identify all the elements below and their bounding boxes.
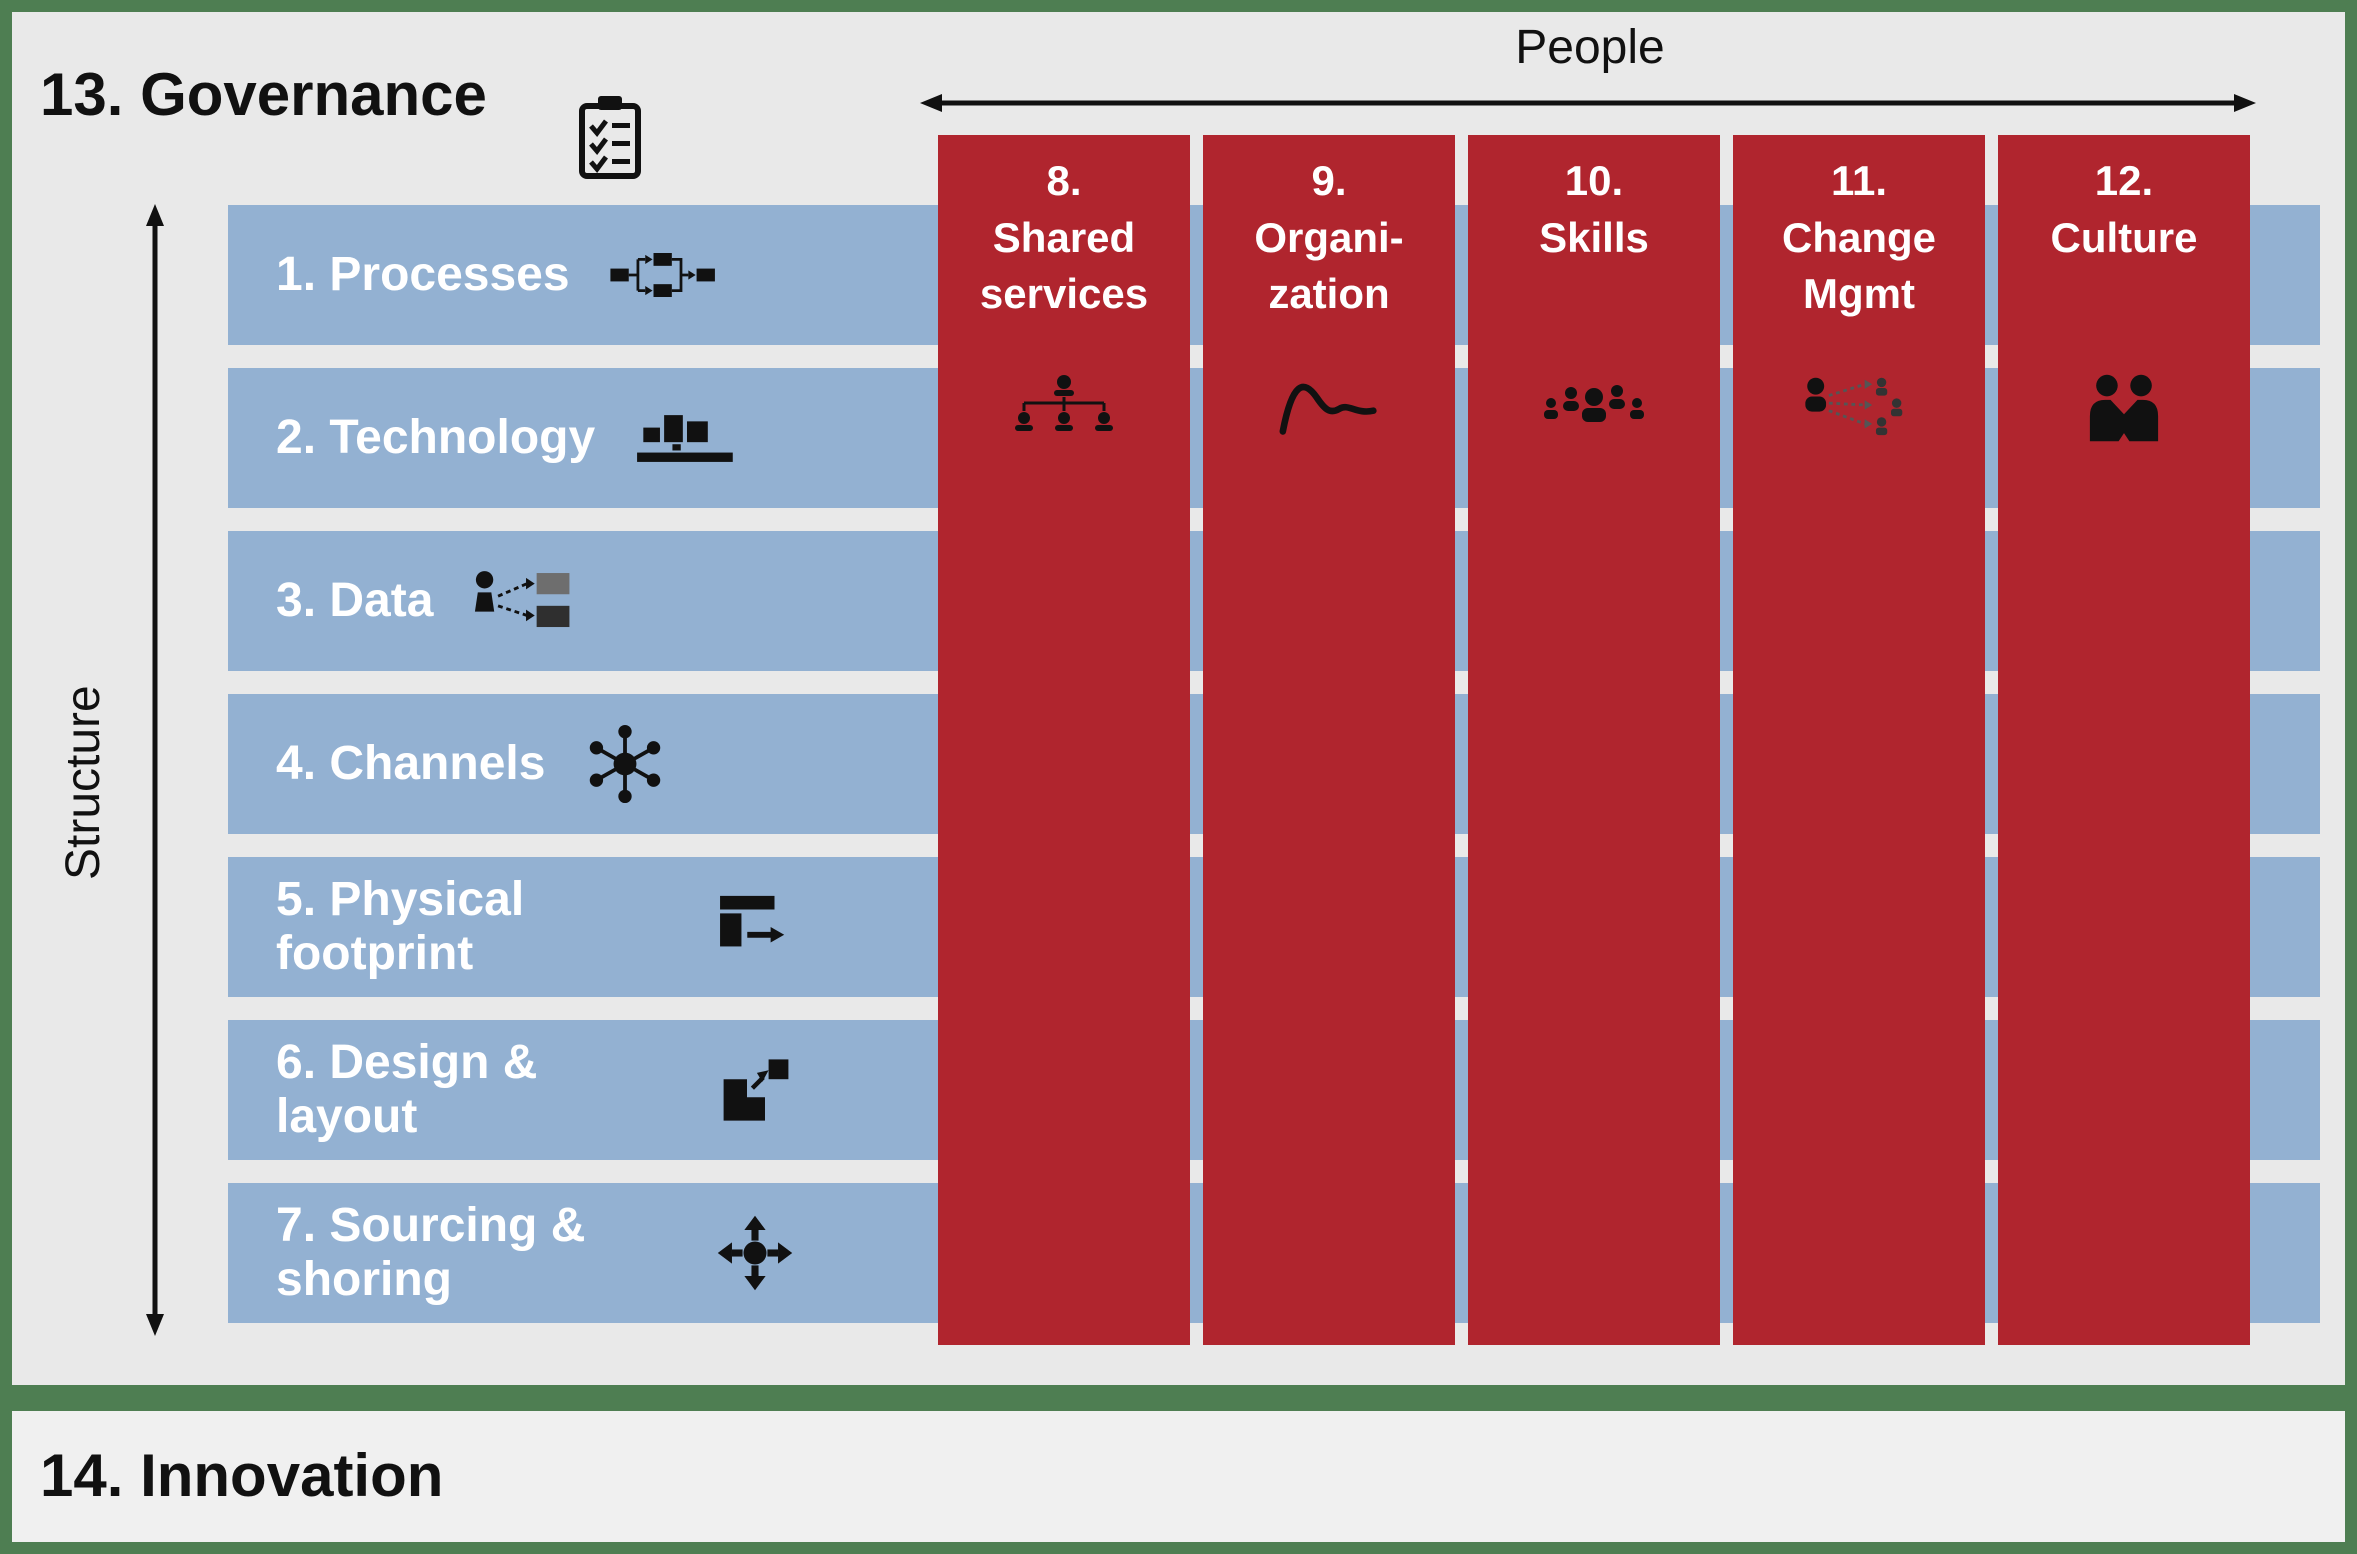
column-header: 12. Culture xyxy=(1998,135,2250,266)
clipboard-checklist-icon xyxy=(578,96,642,180)
column-title-line: Organi- xyxy=(1254,213,1404,261)
column-title-line: services xyxy=(979,270,1149,318)
column-culture: 12. Culture xyxy=(1998,135,2250,1345)
column-header: 8. Shared services xyxy=(938,135,1190,323)
column-header: 11. Change Mgmt xyxy=(1733,135,1985,323)
design-layout-icon xyxy=(716,1054,796,1126)
column-number: 11. xyxy=(1830,157,1888,204)
technology-stack-icon xyxy=(635,410,739,466)
innovation-strip: 14. Innovation xyxy=(12,1411,2345,1542)
column-title-line: Shared xyxy=(992,213,1136,261)
distribution-curve-icon xyxy=(1203,373,1455,439)
structure-axis-arrow xyxy=(142,204,168,1341)
row-label: 5. Physical footprint xyxy=(276,873,525,980)
channels-hub-icon xyxy=(585,724,665,804)
people-group-icon xyxy=(1468,373,1720,431)
column-skills: 10. Skills xyxy=(1468,135,1720,1345)
column-title-line: Culture xyxy=(2050,213,2198,261)
innovation-divider-bar xyxy=(12,1385,2345,1411)
column-title-line: Skills xyxy=(1539,213,1649,261)
column-number: 10. xyxy=(1564,157,1624,204)
innovation-title: 14. Innovation xyxy=(40,1442,444,1509)
row-label: 2. Technology xyxy=(276,411,596,465)
column-number: 9. xyxy=(1311,157,1347,204)
column-number: 8. xyxy=(1046,157,1082,204)
data-distribution-icon xyxy=(473,567,581,635)
column-organization: 9. Organi- zation xyxy=(1203,135,1455,1345)
physical-footprint-icon xyxy=(716,892,798,962)
column-title-line: zation xyxy=(1268,270,1390,318)
column-number: 12. xyxy=(2094,157,2154,204)
org-chart-icon xyxy=(938,373,1190,437)
row-label: 4. Channels xyxy=(276,737,546,791)
column-change-mgmt: 11. Change Mgmt xyxy=(1733,135,1985,1345)
structure-axis-label: Structure xyxy=(57,685,110,880)
people-axis-label: People xyxy=(1515,21,1665,74)
governance-title: 13. Governance xyxy=(40,61,487,128)
process-flow-icon xyxy=(609,242,730,308)
row-label: 6. Design & layout xyxy=(276,1036,538,1143)
change-network-icon xyxy=(1733,373,1985,437)
partnership-icon xyxy=(1998,373,2250,443)
column-header: 9. Organi- zation xyxy=(1203,135,1455,323)
row-label: 3. Data xyxy=(276,574,434,628)
column-shared-services: 8. Shared services xyxy=(938,135,1190,1345)
column-header: 10. Skills xyxy=(1468,135,1720,266)
people-axis-arrow xyxy=(920,90,2256,121)
row-label: 7. Sourcing & shoring xyxy=(276,1199,586,1306)
column-title-line: Change xyxy=(1781,213,1936,261)
sourcing-shoring-icon xyxy=(716,1214,794,1292)
row-label: 1. Processes xyxy=(276,248,570,302)
column-title-line: Mgmt xyxy=(1803,270,1915,318)
